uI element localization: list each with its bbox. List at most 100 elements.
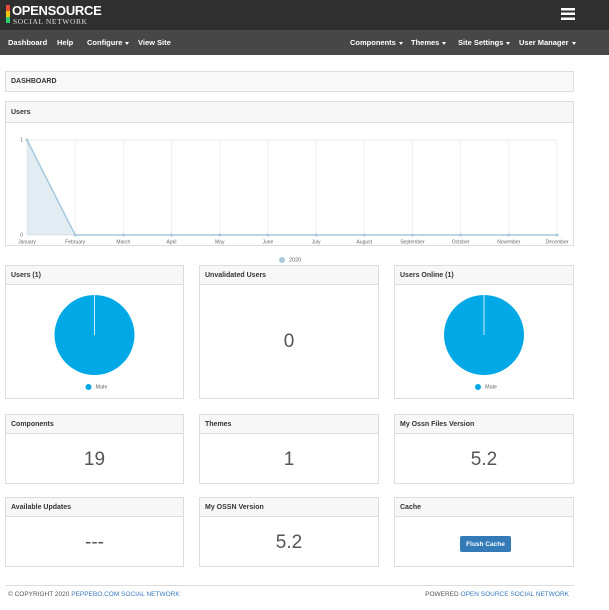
legend-swatch [85,384,92,390]
nav-link[interactable]: View Site [138,38,171,47]
point [218,233,222,237]
point [266,233,270,237]
nav-label: User Manager [519,38,569,47]
legend-label: Male [96,384,108,390]
panel-title: Themes [205,420,232,428]
stat-value: 5.2 [470,449,498,470]
x-tick-label: May [215,239,225,245]
stat-panel: My Ossn Files Version 5.2 [394,414,574,484]
page-title: DASHBOARD [11,78,57,85]
nav-dropdown[interactable]: Site Settings [458,38,511,47]
stat-value: --- [85,532,104,553]
footer-link[interactable]: OPEN SOURCE SOCIAL NETWORK [460,591,569,598]
logo-subtitle: SOCIAL NETWORK [13,17,88,26]
legend-label: 2020 [289,257,301,263]
dashboard-panel: DASHBOARD [5,71,574,92]
legend-swatch [279,257,285,263]
nav-dropdown[interactable]: User Manager [519,38,576,47]
nav-label: Components [350,38,396,47]
x-tick-label: June [262,239,273,245]
panel-title: Users Online (1) [400,271,454,279]
powered-text: POWERED [425,591,459,598]
panel-heading: Available Updates [6,498,183,517]
x-tick-label: October [452,239,470,245]
pie-chart: Male [54,295,135,390]
nav-link[interactable]: Dashboard [8,38,48,47]
header: OPENSOURCE SOCIAL NETWORK [0,0,609,30]
point [73,233,77,237]
point [410,233,414,237]
x-tick-label: February [65,239,86,245]
stat-panel: Cache Flush Cache [394,497,574,567]
nav-label: Themes [411,38,440,47]
panel-heading: Users Online (1) [395,266,573,285]
legend-swatch [475,384,481,390]
footer-rule [5,585,574,586]
panel-heading: Users [6,102,573,123]
caret [506,41,511,45]
panel-title: Cache [400,503,422,511]
stat-value: 19 [83,449,106,470]
stat-panel: Unvalidated Users 0 [199,265,379,399]
line [26,139,557,236]
panel-title: My Ossn Files Version [400,420,475,428]
stat-panel: Available Updates --- [5,497,184,567]
x-tick-label: December [545,239,568,245]
logo-icon [6,5,10,23]
x-tick-label: January [18,239,36,245]
point [314,233,318,237]
panel-title: Components [11,420,54,428]
stat-value: 5.2 [275,532,303,553]
pie-chart: Male [444,295,524,390]
x-tick-label: April [167,239,177,245]
panel-title: Unvalidated Users [205,271,267,279]
x-tick-label: August [356,239,372,245]
point [362,233,366,237]
footer-link[interactable]: PEPPEBO.COM SOCIAL NETWORK [71,591,180,598]
nav-label: Site Settings [458,38,504,47]
x-tick-label: November [497,239,520,245]
stat-value: 1 [283,449,295,470]
panel-heading: Cache [395,498,573,517]
x-tick-label: March [116,239,130,245]
panel-heading: My Ossn Files Version [395,415,573,434]
nav-dropdown[interactable]: Configure [87,38,130,47]
copyright: © COPYRIGHT 2020 [8,591,70,598]
logo-title[interactable]: OPENSOURCE [12,3,102,18]
stat-panel: Users (1) [5,265,184,399]
nav-dropdown[interactable]: Components [350,38,403,47]
nav-label: Configure [87,38,123,47]
panel-title: Available Updates [11,503,72,511]
legend-label: Male [485,384,497,390]
panel-heading: Themes [200,415,378,434]
nav-dropdown[interactable]: Themes [411,38,447,47]
nav-link[interactable]: Help [57,38,74,47]
caret [571,41,576,45]
point [25,138,29,142]
panel-title: My OSSN Version [205,503,264,511]
flush-cache-button[interactable]: Flush Cache [460,536,511,552]
point [121,233,125,237]
point [170,233,174,237]
caret [398,41,403,45]
chart-panel: Users [5,101,574,246]
point [555,233,559,237]
menu-icon[interactable] [561,8,575,20]
panel-title: Users (1) [11,271,41,279]
footer-right: POWERED OPEN SOURCE SOCIAL NETWORK [425,591,569,598]
x-tick-label: September [400,239,425,245]
panel-heading: Unvalidated Users [200,266,378,285]
panel-heading: Components [6,415,183,434]
nav-bar: Dashboard Help Configure View Site Compo… [0,30,609,55]
stat-value: 0 [283,331,295,352]
y-tick-label: 1 [20,137,23,143]
line-chart: 0 1 January February March April May June July Au… [18,137,569,263]
area [27,140,557,235]
stat-panel: Themes 1 [199,414,379,484]
point [459,233,463,237]
x-tick-label: July [312,239,321,245]
point [507,233,511,237]
y-tick-label: 0 [20,232,23,238]
footer-left: © COPYRIGHT 2020 PEPPEBO.COM SOCIAL NETW… [8,591,180,598]
